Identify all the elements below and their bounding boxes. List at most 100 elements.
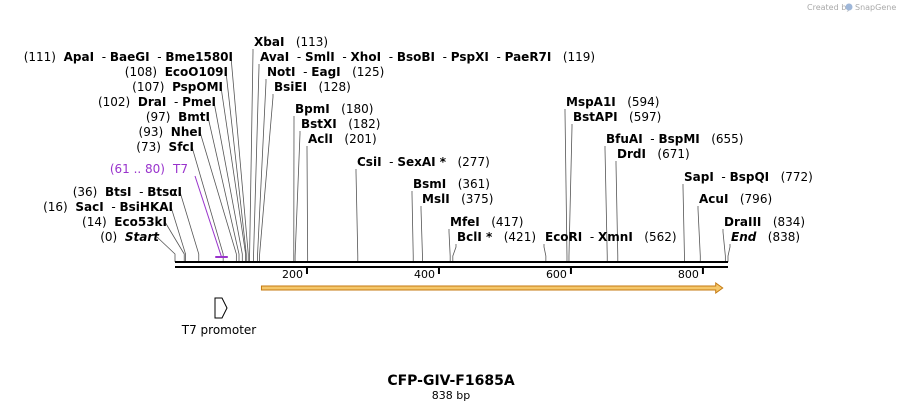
separator: - <box>714 170 730 184</box>
cut-site-label-left: (93) NheI <box>139 125 202 139</box>
separator <box>97 185 105 199</box>
separator: - <box>94 50 110 64</box>
cut-site-line-right <box>249 49 254 262</box>
enzyme-name: BsmI <box>413 177 446 191</box>
cut-site-line-right <box>411 191 414 262</box>
cut-site-line-right <box>727 244 731 262</box>
cut-site-label-right: MslI (375) <box>422 192 493 206</box>
cut-site-line-right <box>682 184 685 262</box>
enzyme-name: XhoI <box>351 50 382 64</box>
cut-site-label-right: BsmI (361) <box>413 177 490 191</box>
orf-arrow-shape <box>260 282 724 294</box>
cut-site-line-right <box>355 169 359 262</box>
cut-site-label-right: BpmI (180) <box>295 102 373 116</box>
cut-site-position: (128) <box>307 80 351 94</box>
enzyme-name: BstXI <box>301 117 337 131</box>
backbone <box>175 261 728 268</box>
cut-site-line-right <box>448 229 451 262</box>
enzyme-name: BstAPI <box>573 110 618 124</box>
separator: - <box>382 155 398 169</box>
cut-site-line-right <box>615 161 619 262</box>
cut-site-label-left: (16) SacI - BsiHKAI <box>43 200 173 214</box>
enzyme-name: BtsαI <box>147 185 182 199</box>
cut-site-label-right: AvaI - SmlI - XhoI - BsoBI - PspXI - Pae… <box>260 50 595 64</box>
cut-site-label-left: (14) Eco53kI <box>82 215 167 229</box>
promoter-arrow-icon <box>214 297 228 319</box>
separator: - <box>104 200 120 214</box>
cut-site-position: (36) <box>73 185 98 199</box>
enzyme-name: PspOMI <box>172 80 223 94</box>
separator <box>157 65 165 79</box>
cut-site-position: (107) <box>132 80 164 94</box>
cut-site-label-right: BstAPI (597) <box>573 110 661 124</box>
enzyme-name: End <box>731 230 757 244</box>
cut-site-label-right: End (838) <box>731 230 800 244</box>
enzyme-name: ApaI <box>64 50 94 64</box>
cut-site-position: (562) <box>633 230 677 244</box>
separator: - <box>335 50 351 64</box>
enzyme-name: BfuAI <box>606 132 643 146</box>
cut-site-position: (16) <box>43 200 68 214</box>
cut-site-position: (125) <box>341 65 385 79</box>
cut-site-label-right: DrdI (671) <box>617 147 690 161</box>
tick-label: 800 <box>678 268 699 281</box>
enzyme-name: PmeI <box>182 95 216 109</box>
cut-site-line-left <box>225 71 247 262</box>
cut-site-position: (361) <box>446 177 490 191</box>
cut-site-label-left: (111) ApaI - BaeGI - Bme1580I <box>24 50 233 64</box>
cut-site-line-left <box>199 131 237 262</box>
cut-site-line-left <box>179 191 200 262</box>
separator: - <box>296 65 312 79</box>
enzyme-name: EagI <box>311 65 340 79</box>
enzyme-name: Start <box>125 230 160 244</box>
cut-site-label-left: (36) BtsI - BtsαI <box>73 185 182 199</box>
backbone-ticks: 200 400 600 800 <box>282 267 704 281</box>
cut-site-label-right: XbaI (113) <box>254 35 328 49</box>
cut-site-lines <box>156 49 731 262</box>
enzyme-name: BsoBI <box>397 50 435 64</box>
t7-range-label: (61 .. 80) <box>110 162 165 176</box>
cut-site-line-right <box>568 124 573 262</box>
cut-site-line-right <box>604 146 608 262</box>
separator <box>164 80 172 94</box>
cut-site-position: (597) <box>618 110 662 124</box>
promoter-label: T7 promoter <box>181 323 257 337</box>
cut-site-position: (182) <box>337 117 381 131</box>
separator: - <box>643 132 659 146</box>
cut-site-position: (111) <box>24 50 56 64</box>
cut-site-label-right: NotI - EagI (125) <box>267 65 384 79</box>
enzyme-name: AcuI <box>699 192 728 206</box>
separator <box>130 95 138 109</box>
enzyme-name: MspA1I <box>566 95 616 109</box>
cut-site-label-left: (0) Start <box>100 230 160 244</box>
cut-site-line-right <box>420 206 423 262</box>
cut-site-position: (0) <box>100 230 117 244</box>
cut-site-position: (201) <box>333 132 377 146</box>
enzyme-name: PaeR7I <box>505 50 552 64</box>
separator: - <box>582 230 598 244</box>
cut-site-position: (108) <box>125 65 157 79</box>
cut-site-line-left <box>164 221 185 262</box>
enzyme-name: BsiHKAI <box>120 200 174 214</box>
enzyme-name: NotI <box>267 65 296 79</box>
separator <box>117 230 125 244</box>
cut-site-line-left <box>207 116 240 262</box>
enzyme-name: BmtI <box>178 110 210 124</box>
separator: - <box>131 185 147 199</box>
cut-site-label-right: BstXI (182) <box>301 117 380 131</box>
cut-site-position: (93) <box>139 125 164 139</box>
enzyme-name: BclI * <box>457 230 493 244</box>
tick-label: 200 <box>282 268 303 281</box>
cut-site-position: (594) <box>616 95 660 109</box>
enzyme-name: XbaI <box>254 35 284 49</box>
separator: - <box>435 50 451 64</box>
map-length: 838 bp <box>432 389 470 402</box>
cut-site-position: (838) <box>756 230 800 244</box>
cut-site-labels: (111) ApaI - BaeGI - Bme1580I(108) EcoO1… <box>24 35 813 244</box>
cut-site-label-left: (107) PspOMI <box>132 80 223 94</box>
separator <box>68 200 76 214</box>
cut-site-position: (14) <box>82 215 107 229</box>
enzyme-name: SfcI <box>169 140 194 154</box>
cut-site-line-right <box>452 244 457 262</box>
